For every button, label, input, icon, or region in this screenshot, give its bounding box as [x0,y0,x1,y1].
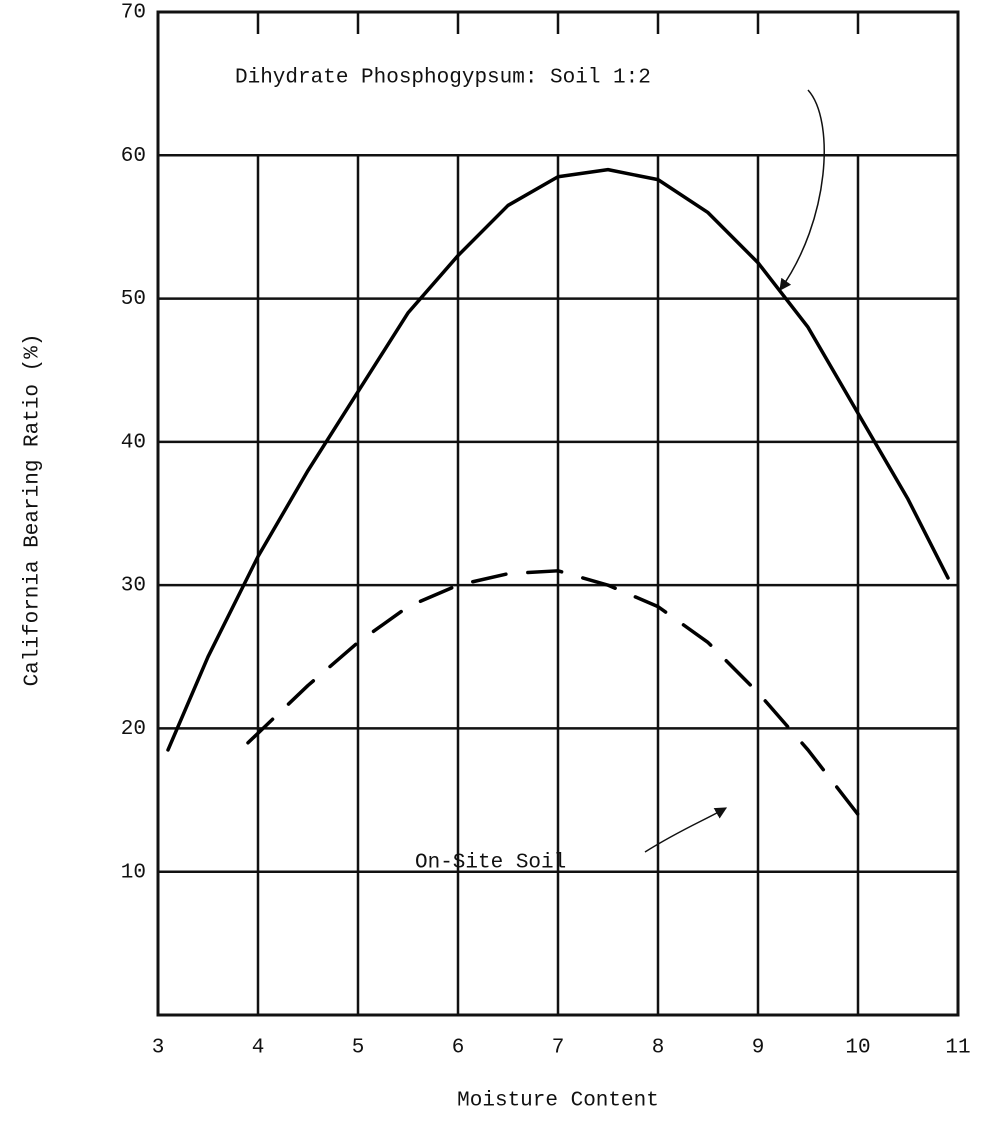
x-axis-label: Moisture Content [457,1090,659,1113]
annotation-arrow [779,89,825,291]
x-tick-label: 10 [845,1037,870,1060]
annotation: Dihydrate Phosphogypsum: Soil 1:2 [235,67,651,90]
y-tick-label: 60 [121,145,146,168]
y-tick-label: 40 [121,431,146,454]
annotation: On-Site Soil [415,852,566,875]
x-tick-label: 6 [452,1037,465,1060]
y-tick-label: 10 [121,861,146,884]
y-tick-label: 70 [121,2,146,25]
y-tick-label: 50 [121,288,146,311]
x-tick-label: 4 [252,1037,265,1060]
line [166,167,950,752]
x-tick-label: 11 [945,1037,970,1060]
x-tick-label: 5 [352,1037,365,1060]
y-tick-label: 30 [121,575,146,598]
x-tick-label: 8 [652,1037,665,1060]
line [246,569,860,817]
x-tick-label: 3 [152,1037,165,1060]
annotation-arrow [644,807,728,853]
x-tick-label: 7 [552,1037,565,1060]
x-tick-label: 9 [752,1037,765,1060]
y-axis-label: California Bearing Ratio (%) [22,334,45,687]
y-tick-label: 20 [121,718,146,741]
